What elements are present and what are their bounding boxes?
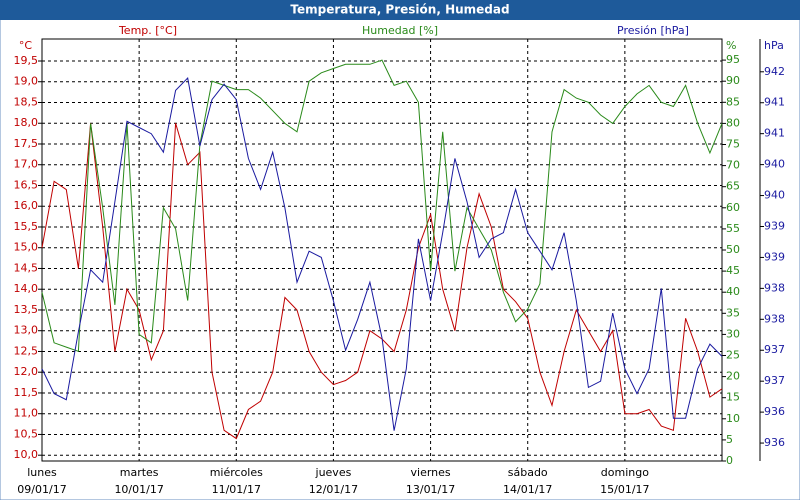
y2-tick-label: 55 xyxy=(726,222,740,235)
legend-entry: Humedad [%] xyxy=(362,24,438,37)
x-tick-label: sábado xyxy=(508,466,548,479)
y3-tick-label: 937 xyxy=(764,374,785,387)
y-tick-label: 17,5 xyxy=(14,137,39,150)
y2-tick-label: 70 xyxy=(726,159,740,172)
y-tick-label: 13,5 xyxy=(14,303,39,316)
title-bar xyxy=(0,0,800,20)
series-line xyxy=(41,76,723,431)
y2-tick-label: 50 xyxy=(726,243,740,256)
y-tick-label: 10,5 xyxy=(14,427,39,440)
y-tick-label: 11,5 xyxy=(14,386,39,399)
legend-entry: Temp. [°C] xyxy=(118,24,177,37)
y3-tick-label: 936 xyxy=(764,405,785,418)
y3-tick-label: 941 xyxy=(764,127,785,140)
y-tick-label: 10,0 xyxy=(14,448,39,461)
y-tick-label: 18,5 xyxy=(14,95,39,108)
y2-tick-label: 35 xyxy=(726,306,740,319)
y-tick-label: 14,5 xyxy=(14,261,39,274)
y3-tick-label: 938 xyxy=(764,312,785,325)
y-tick-label: 18,0 xyxy=(14,116,39,129)
y2-axis-label: % xyxy=(726,39,736,52)
chart-title: Temperatura, Presión, Humedad xyxy=(290,3,509,17)
legend-entry: Presión [hPa] xyxy=(617,24,689,37)
y3-tick-label: 939 xyxy=(764,219,785,232)
y-tick-label: 15,0 xyxy=(14,241,39,254)
y-tick-label: 14,0 xyxy=(14,282,39,295)
x-tick-label: martes xyxy=(120,466,159,479)
y-tick-label: 15,5 xyxy=(14,220,39,233)
x-tick-label: jueves xyxy=(315,466,352,479)
y-tick-label: 13,0 xyxy=(14,324,39,337)
y2-tick-label: 30 xyxy=(726,327,740,340)
y-tick-label: 11,0 xyxy=(14,407,39,420)
x-tick-date: 13/01/17 xyxy=(406,483,455,496)
y3-tick-label: 939 xyxy=(764,250,785,263)
y3-tick-label: 941 xyxy=(764,96,785,109)
x-tick-label: lunes xyxy=(27,466,57,479)
x-tick-label: miércoles xyxy=(210,466,263,479)
y2-tick-label: 0 xyxy=(726,454,733,467)
y2-tick-label: 45 xyxy=(726,264,740,277)
x-tick-date: 14/01/17 xyxy=(503,483,552,496)
y2-tick-label: 20 xyxy=(726,370,740,383)
x-tick-label: domingo xyxy=(601,466,649,479)
y3-tick-label: 938 xyxy=(764,281,785,294)
y-axis-label: °C xyxy=(19,39,33,52)
x-tick-date: 11/01/17 xyxy=(212,483,261,496)
y-tick-label: 12,0 xyxy=(14,365,39,378)
x-tick-date: 10/01/17 xyxy=(114,483,163,496)
series-line xyxy=(41,59,723,352)
x-tick-date: 12/01/17 xyxy=(309,483,358,496)
y2-tick-label: 15 xyxy=(726,391,740,404)
y2-tick-label: 85 xyxy=(726,95,740,108)
x-tick-date: 09/01/17 xyxy=(17,483,66,496)
y2-tick-label: 5 xyxy=(726,433,733,446)
y2-tick-label: 25 xyxy=(726,349,740,362)
y3-axis-label: hPa xyxy=(764,39,784,52)
y3-tick-label: 940 xyxy=(764,189,785,202)
y2-tick-label: 65 xyxy=(726,180,740,193)
y-tick-label: 12,5 xyxy=(14,344,39,357)
y-tick-label: 16,0 xyxy=(14,199,39,212)
y2-tick-label: 60 xyxy=(726,201,740,214)
y2-tick-label: 90 xyxy=(726,74,740,87)
y2-tick-label: 95 xyxy=(726,53,740,66)
y3-tick-label: 942 xyxy=(764,65,785,78)
y-tick-label: 16,5 xyxy=(14,178,39,191)
y-tick-label: 19,0 xyxy=(14,75,39,88)
y2-tick-label: 80 xyxy=(726,116,740,129)
y-tick-label: 17,0 xyxy=(14,158,39,171)
y2-tick-label: 75 xyxy=(726,138,740,151)
x-tick-label: viernes xyxy=(411,466,451,479)
y3-tick-label: 936 xyxy=(764,436,785,449)
y2-tick-label: 40 xyxy=(726,285,740,298)
y3-tick-label: 940 xyxy=(764,158,785,171)
y3-tick-label: 937 xyxy=(764,343,785,356)
x-tick-date: 15/01/17 xyxy=(600,483,649,496)
y2-tick-label: 10 xyxy=(726,412,740,425)
y-tick-label: 19,5 xyxy=(14,54,39,67)
